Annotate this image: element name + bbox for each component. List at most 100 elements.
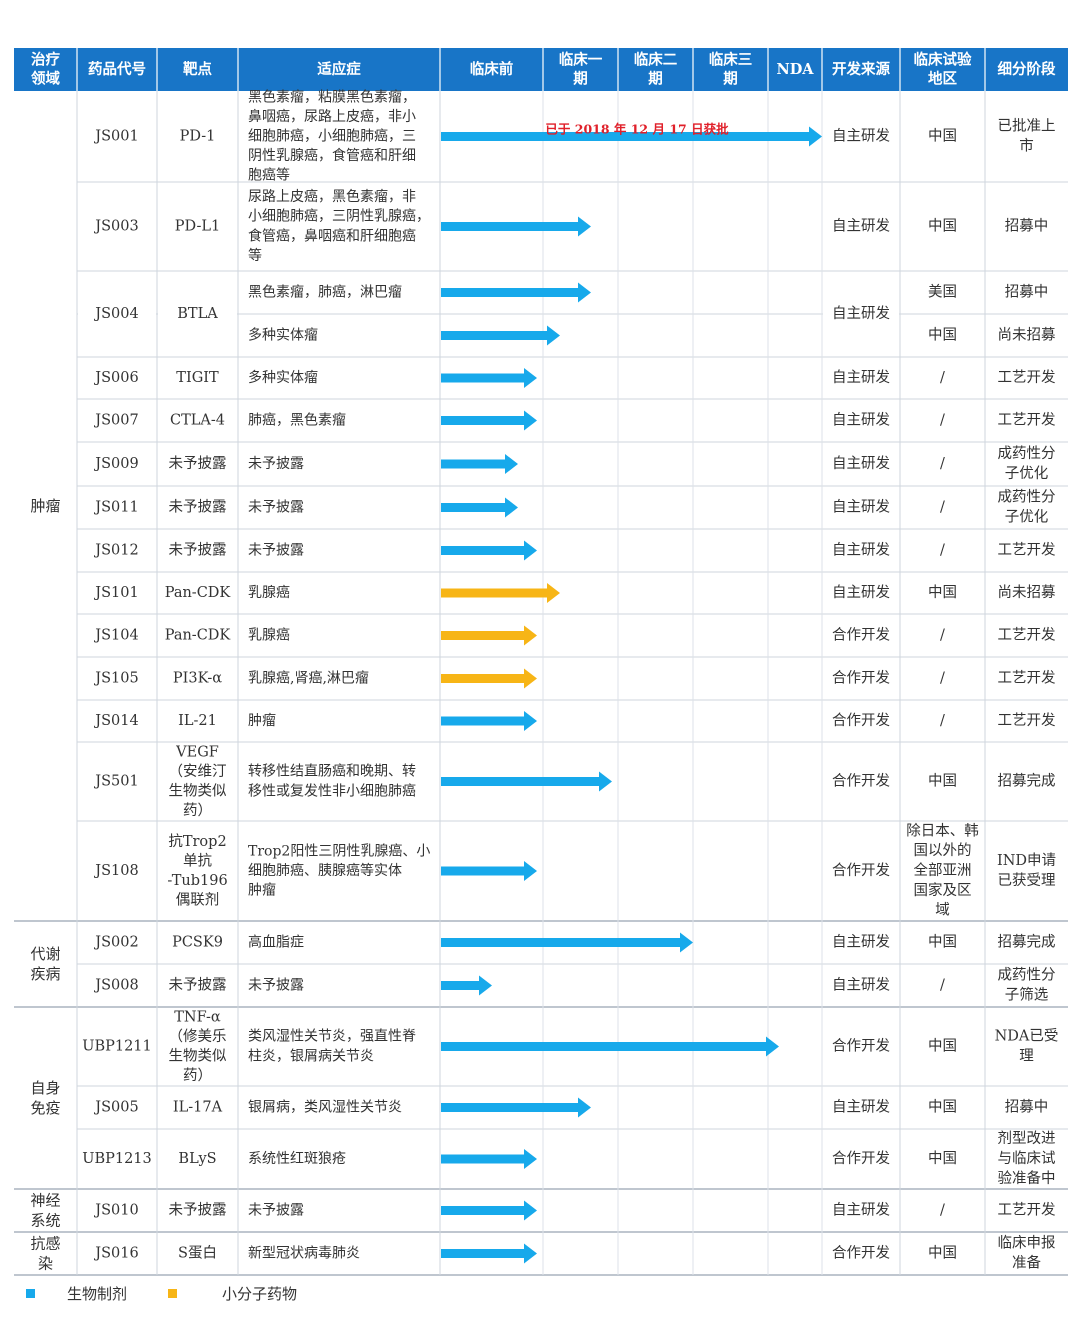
drug-code: JS501 (93, 774, 138, 790)
area-label-line: 系统 (30, 1212, 60, 1230)
indication-line: 细胞肺癌，小细胞肺癌，三 (248, 129, 416, 145)
header-target-line: 靶点 (183, 60, 212, 78)
drug-code: JS016 (93, 1246, 138, 1262)
progress-arrow (441, 583, 560, 603)
progress-arrow (441, 368, 537, 388)
target-line: Pan-CDK (165, 585, 232, 601)
stage: 工艺开发 (998, 542, 1056, 559)
indication: 黑色素瘤，肺癌，淋巴瘤 (248, 284, 402, 301)
area-label-line: 神经 (30, 1192, 60, 1210)
stage: 工艺开发 (998, 412, 1056, 429)
source: 自主研发 (832, 305, 890, 322)
drug-code-line: JS011 (93, 500, 138, 516)
indication-line: 未予披露 (248, 500, 304, 516)
target: 未予披露 (169, 499, 227, 516)
source: 自主研发 (832, 1099, 890, 1116)
header-region-line: 地区 (928, 70, 957, 88)
drug-code-line: JS016 (93, 1246, 138, 1262)
table-row: JS104 Pan-CDK 乳腺癌 合作开发 / 工艺开发 (93, 627, 1055, 644)
source: 自主研发 (832, 542, 890, 559)
target: PD-1 (180, 129, 216, 145)
header-source-line: 开发来源 (832, 60, 890, 78)
indication: 新型冠状病毒肺炎 (248, 1246, 360, 1262)
indication: 乳腺癌 (248, 628, 290, 644)
area-label-line: 疾病 (30, 965, 60, 983)
indication-line: 肿瘤 (248, 712, 276, 729)
target: TIGIT (176, 370, 219, 386)
merged-cell-mask (78, 312, 156, 316)
region-line: / (940, 978, 945, 994)
table-row: JS101 Pan-CDK 乳腺癌 自主研发 中国 尚未招募 (93, 584, 1056, 601)
progress-arrow (441, 861, 537, 881)
region: 中国 (928, 584, 957, 601)
drug-code-line: JS501 (93, 774, 138, 790)
indication-line: 移性或复发性非小细胞肺癌 (248, 782, 416, 799)
area-label-line: 肿瘤 (30, 497, 60, 515)
drug-code-line: JS001 (93, 129, 138, 145)
drug-code-line: JS007 (93, 413, 138, 429)
indication-line: 肺癌，黑色素瘤 (248, 412, 346, 429)
target-line: （安维汀 (169, 763, 227, 780)
indication-line: Trop2阳性三阴性乳腺癌、小 (248, 843, 430, 859)
indication-line: 类风湿性关节炎，强直性脊 (248, 1028, 416, 1045)
indication: 未予披露 (248, 456, 304, 472)
progress-arrow (441, 975, 492, 996)
progress-arrow (441, 668, 537, 689)
source: 自主研发 (832, 412, 890, 429)
drug-code-line: JS010 (93, 1203, 138, 1219)
stage-line: 招募完成 (998, 773, 1056, 790)
table-row: JS108 抗Trop2 单抗 -Tub196 偶联剂 Trop2阳性三阴性乳腺癌、小细胞… (93, 822, 1056, 918)
target-line: 未予披露 (169, 542, 227, 559)
region: 中国 (928, 1099, 957, 1116)
stage-line: 成药性分 (998, 489, 1056, 506)
indication-line: 新型冠状病毒肺炎 (248, 1246, 360, 1262)
indication: 多种实体瘤 (248, 327, 318, 344)
target: BLyS (178, 1151, 216, 1167)
stage: 招募完成 (998, 934, 1056, 951)
indication-line: 食管癌，鼻咽癌和肝细胞癌 (248, 227, 416, 244)
target-line: PCSK9 (172, 935, 223, 951)
header-nda: NDA (776, 61, 814, 78)
source-line: 合作开发 (832, 1150, 890, 1167)
progress-arrow (441, 454, 518, 474)
stage: 工艺开发 (998, 712, 1056, 729)
region-line: / (940, 543, 945, 559)
source-line: 自主研发 (832, 934, 890, 951)
source: 自主研发 (832, 455, 890, 472)
area-label-line: 染 (38, 1255, 53, 1273)
header-p1-line: 期 (573, 70, 588, 88)
region: 中国 (928, 128, 957, 145)
header-band (14, 48, 1068, 91)
target: PD-L1 (175, 219, 220, 235)
indication: 未予披露 (248, 1203, 304, 1219)
drug-code-line: JS008 (93, 978, 138, 994)
stage-line: NDA已受 (995, 1028, 1059, 1045)
indication-line: 乳腺癌,肾癌,淋巴瘤 (248, 670, 369, 687)
area-label-line: 抗感 (30, 1235, 60, 1253)
legend: 生物制剂 小分子药物 (26, 1285, 297, 1303)
region: 中国 (928, 934, 957, 951)
target: IL-17A (173, 1100, 223, 1116)
stage: 工艺开发 (998, 369, 1056, 386)
target-line: （修美乐 (169, 1028, 227, 1045)
source-line: 自主研发 (832, 542, 890, 559)
region: / (940, 713, 945, 729)
target-line: 药） (183, 1067, 212, 1084)
indication-line: 未予披露 (248, 978, 304, 994)
region-line: 中国 (928, 584, 957, 601)
progress-arrow (441, 216, 591, 237)
target-line: PD-1 (180, 129, 216, 145)
target: 抗Trop2 单抗 -Tub196 偶联剂 (167, 833, 227, 909)
table-row: JS001 PD-1 黑色素瘤，粘膜黑色素瘤， 鼻咽癌，尿路上皮癌，非小细胞肺癌，小细… (93, 88, 1055, 183)
stage: 工艺开发 (998, 627, 1056, 644)
